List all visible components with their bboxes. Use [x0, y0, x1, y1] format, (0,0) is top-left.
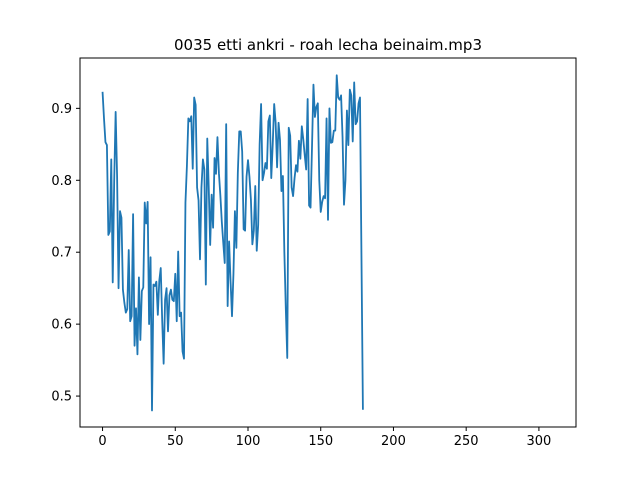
- series-line-0: [101, 74, 364, 412]
- x-tick-label: 200: [381, 434, 406, 449]
- y-tick-label: 0.5: [51, 390, 72, 405]
- y-tick-label: 0.7: [51, 246, 72, 261]
- y-axis: 0.5 0.6 0.7 0.8 0.9: [51, 102, 80, 405]
- chart-title: 0035 etti ankri - roah lecha beinaim.mp3: [174, 36, 482, 54]
- y-tick-label: 0.8: [51, 174, 72, 189]
- x-tick-label: 50: [167, 434, 184, 449]
- x-tick-label: 250: [454, 434, 479, 449]
- y-tick-label: 0.6: [51, 318, 72, 333]
- plot-area: [101, 74, 364, 412]
- x-tick-label: 100: [236, 434, 261, 449]
- x-tick-label: 0: [98, 434, 106, 449]
- x-axis: 0 50 100 150 200 250 300: [98, 427, 551, 449]
- x-tick-label: 150: [308, 434, 333, 449]
- y-tick-label: 0.9: [51, 102, 72, 117]
- axes-frame: [79, 57, 577, 428]
- x-tick-label: 300: [526, 434, 551, 449]
